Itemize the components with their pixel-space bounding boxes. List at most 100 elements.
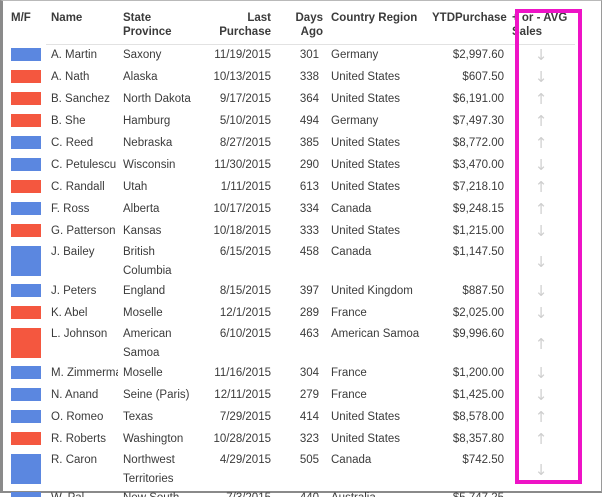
column-header-last-purchase[interactable]: Last Purchase: [219, 12, 271, 38]
table-row[interactable]: L. Johnson American Samoa 6/10/2015 463 Amer…: [6, 325, 575, 363]
column-header-state-province[interactable]: State Province: [118, 11, 196, 44]
column-header-country-region[interactable]: Country Region: [331, 12, 418, 24]
cell-last: 4/29/2015: [219, 454, 271, 466]
cell-avg-sales-indicator: ↓: [507, 281, 575, 303]
cell-name: G. Patterson: [51, 225, 116, 237]
cell-country: Canada: [331, 454, 372, 466]
cell-state: Northwest Territories: [123, 454, 175, 485]
male-swatch-icon: [11, 366, 41, 379]
cell-days: 385: [299, 137, 319, 149]
table-row[interactable]: K. Abel Moselle 12/1/2015 289 France $2,025.0…: [6, 303, 575, 325]
table-row[interactable]: N. Anand Seine (Paris) 12/11/2015 279 France…: [6, 385, 575, 407]
cell-name: C. Reed: [51, 137, 94, 149]
cell-last: 8/27/2015: [219, 137, 271, 149]
cell-avg-sales-indicator: ↑: [507, 199, 575, 221]
table-row[interactable]: C. Reed Nebraska 8/27/2015 385 United States…: [6, 133, 575, 155]
cell-days: 494: [299, 115, 319, 127]
cell-last: 10/13/2015: [213, 71, 271, 83]
cell-state: Utah: [123, 181, 148, 193]
table-row[interactable]: R. Roberts Washington 10/28/2015 323 United …: [6, 429, 575, 451]
cell-gender-swatch: [6, 363, 46, 385]
table-row[interactable]: M. Zimmerman Moselle 11/16/2015 304 France $1…: [6, 363, 575, 385]
cell-name: B. She: [51, 115, 86, 127]
cell-days: 364: [299, 93, 319, 105]
female-swatch-icon: [11, 328, 41, 358]
cell-last: 10/28/2015: [213, 433, 271, 445]
cell-days: 613: [299, 181, 319, 193]
cell-avg-sales-indicator: ↓: [507, 221, 575, 243]
cell-state: Nebraska: [123, 137, 173, 149]
table-body[interactable]: A. Martin Saxony 11/19/2015 301 Germany $2,99…: [6, 45, 575, 497]
column-header-avg-sales[interactable]: + or - AVG Sales: [507, 11, 575, 44]
table-row[interactable]: J. Bailey British Columbia 6/15/2015 458 Can…: [6, 243, 575, 281]
table-row[interactable]: J. Peters England 8/15/2015 397 United Kingd…: [6, 281, 575, 303]
cell-state: Texas: [123, 411, 154, 423]
cell-gender-swatch: [6, 385, 46, 407]
cell-avg-sales-indicator: ↓: [507, 303, 575, 325]
arrow-up-icon: ↑: [534, 90, 548, 108]
cell-last: 8/15/2015: [219, 285, 271, 297]
table-row[interactable]: G. Patterson Kansas 10/18/2015 333 United St…: [6, 221, 575, 243]
male-swatch-icon: [11, 158, 41, 171]
table-visual[interactable]: M/F Name State Province Last Purchase Da…: [6, 2, 601, 497]
table-row[interactable]: F. Ross Alberta 10/17/2015 334 Canada $9,248.…: [6, 199, 575, 221]
table-row[interactable]: A. Nath Alaska 10/13/2015 338 United States $…: [6, 67, 575, 89]
cell-ytd: $9,248.15: [452, 203, 504, 215]
cell-country: United States: [331, 159, 401, 171]
table-row[interactable]: A. Martin Saxony 11/19/2015 301 Germany $2,99…: [6, 45, 575, 68]
cell-gender-swatch: [6, 303, 46, 325]
cell-last: 7/3/2015: [196, 489, 274, 497]
column-header-mf[interactable]: M/F: [11, 12, 31, 24]
cell-name: F. Ross: [51, 203, 90, 215]
cell-name: O. Romeo: [51, 411, 104, 423]
cell-name: J. Bailey: [51, 246, 95, 258]
table-row[interactable]: B. Sanchez North Dakota 9/17/2015 364 United…: [6, 89, 575, 111]
cell-country: American Samoa: [331, 328, 420, 340]
table-row[interactable]: B. She Hamburg 5/10/2015 494 Germany $7,497.3…: [6, 111, 575, 133]
cell-name: B. Sanchez: [51, 93, 110, 105]
cell-avg-sales-indicator: ↑: [507, 177, 575, 199]
cell-avg-sales-indicator: ↑: [507, 133, 575, 155]
cell-state: Hamburg: [123, 115, 171, 127]
cell-state: Alberta: [123, 203, 160, 215]
cell-country: United States: [331, 225, 401, 237]
cell-last: 10/17/2015: [213, 203, 271, 215]
arrow-up-icon: ↑: [534, 430, 548, 448]
table-row[interactable]: C. Petulescu Wisconsin 11/30/2015 290 United…: [6, 155, 575, 177]
table-row[interactable]: R. Caron Northwest Territories 4/29/2015 50…: [6, 451, 575, 489]
cell-avg-sales-indicator: ↓: [507, 385, 575, 407]
cell-gender-swatch: [6, 45, 46, 68]
cell-state: Seine (Paris): [123, 389, 190, 401]
cell-gender-swatch: [6, 489, 46, 497]
cell-last: 9/17/2015: [219, 93, 271, 105]
female-swatch-icon: [11, 92, 41, 105]
cell-country: France: [331, 367, 367, 379]
cell-avg-sales-indicator: ↓: [507, 45, 575, 68]
cell-days: 301: [299, 49, 319, 61]
cell-name: A. Martin: [51, 49, 98, 61]
column-header-ytd-purchase[interactable]: YTDPurchase: [432, 12, 507, 24]
table-row[interactable]: W. PalNew South Wales7/3/2015440Australi…: [6, 489, 575, 497]
arrow-down-icon: ↓: [534, 461, 548, 479]
cell-avg-sales-indicator: ↑: [507, 89, 575, 111]
cell-ytd: $1,147.50: [452, 246, 504, 258]
male-swatch-icon: [11, 454, 41, 484]
cell-state: Saxony: [123, 49, 162, 61]
cell-last: 6/10/2015: [219, 328, 271, 340]
arrow-up-icon: ↑: [534, 335, 548, 353]
cell-gender-swatch: [6, 89, 46, 111]
male-swatch-icon: [11, 47, 41, 61]
table-row[interactable]: C. Randall Utah 1/11/2015 613 United States $…: [6, 177, 575, 199]
column-header-days-ago[interactable]: Days Ago: [295, 12, 324, 38]
cell-ytd: $7,497.30: [452, 115, 504, 127]
cell-name: R. Roberts: [51, 433, 106, 445]
cell-country: United States: [331, 411, 401, 423]
arrow-down-icon: ↓: [534, 156, 548, 174]
cell-days: 458: [299, 246, 319, 258]
table-row[interactable]: O. Romeo Texas 7/29/2015 414 United States $8…: [6, 407, 575, 429]
column-header-name[interactable]: Name: [51, 12, 83, 24]
cell-name: W. Pal: [46, 489, 118, 497]
cell-avg-sales-indicator: ↑: [507, 325, 575, 363]
data-table[interactable]: M/F Name State Province Last Purchase Da…: [6, 11, 575, 497]
